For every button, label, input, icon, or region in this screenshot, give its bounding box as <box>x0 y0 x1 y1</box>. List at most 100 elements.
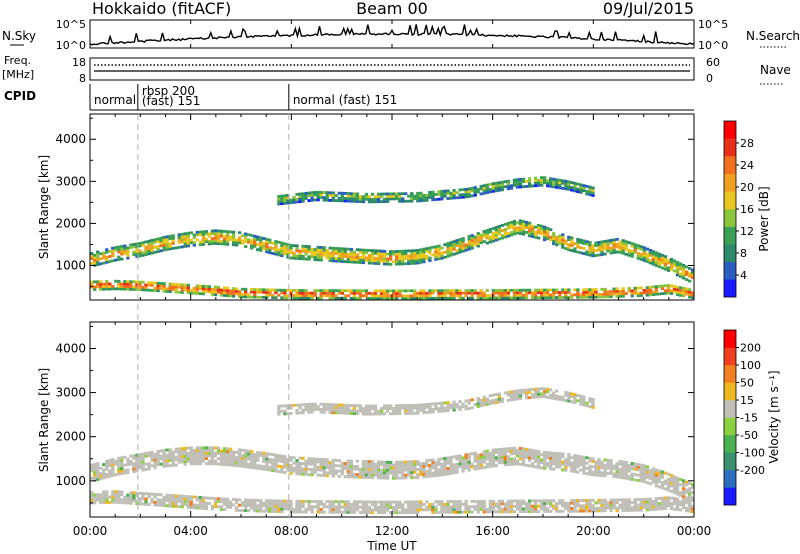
heatmap-cell <box>624 292 628 295</box>
heatmap-cell <box>464 294 468 298</box>
heatmap-cell <box>298 249 302 253</box>
heatmap-cell <box>503 230 508 234</box>
heatmap-cell <box>156 449 160 453</box>
heatmap-cell <box>280 467 284 471</box>
heatmap-cell <box>645 481 649 485</box>
heatmap-cell <box>388 197 393 201</box>
heatmap-cell <box>388 294 393 298</box>
heatmap-cell <box>295 469 299 473</box>
heatmap-cell <box>585 295 589 299</box>
heatmap-cell <box>367 197 372 201</box>
heatmap-cell <box>231 294 236 298</box>
heatmap-cell <box>295 499 299 503</box>
heatmap-cell <box>473 459 477 463</box>
heatmap-cell <box>518 177 523 181</box>
heatmap-cell <box>479 455 483 459</box>
heatmap-cell <box>120 466 124 470</box>
heatmap-cell <box>530 230 535 233</box>
heatmap-cell <box>455 457 459 461</box>
heatmap-cell <box>621 503 625 507</box>
noise-left-tick-top: 10^5 <box>56 18 86 31</box>
heatmap-cell <box>434 198 438 201</box>
heatmap-cell <box>301 499 305 503</box>
heatmap-cell <box>213 288 218 291</box>
heatmap-cell <box>488 296 492 300</box>
heatmap-cell <box>120 501 124 505</box>
heatmap-cell <box>687 495 692 499</box>
heatmap-cell <box>485 402 489 406</box>
heatmap-cell <box>621 465 625 469</box>
heatmap-cell <box>204 457 209 460</box>
heatmap-cell <box>135 255 139 258</box>
heatmap-cell <box>144 462 148 466</box>
heatmap-cell <box>485 296 489 300</box>
heatmap-cell <box>219 454 224 458</box>
heatmap-cell <box>108 458 112 462</box>
heatmap-cell <box>443 250 447 254</box>
cpid-segment-label: rbsp 200 <box>142 84 195 98</box>
heatmap-cell <box>105 280 109 283</box>
heatmap-cell <box>313 289 317 292</box>
heatmap-cell <box>165 453 169 457</box>
heatmap-cell <box>524 225 529 229</box>
heatmap-cell <box>452 468 456 472</box>
heatmap-cell <box>627 241 631 245</box>
heatmap-cell <box>461 464 465 468</box>
heatmap-cell <box>105 260 109 264</box>
heatmap-cell <box>648 500 653 504</box>
heatmap-cell <box>168 247 172 251</box>
heatmap-cell <box>153 250 157 254</box>
heatmap-cell <box>443 464 447 468</box>
heatmap-cell <box>539 502 544 505</box>
heatmap-cell <box>358 467 363 471</box>
heatmap-cell <box>467 240 471 243</box>
heatmap-cell <box>401 471 405 475</box>
heatmap-cell <box>388 412 393 416</box>
heatmap-cell <box>228 289 233 293</box>
heatmap-cell <box>334 411 338 415</box>
heatmap-cell <box>431 402 435 406</box>
heatmap-cell <box>449 508 453 512</box>
heatmap-cell <box>419 467 423 471</box>
heatmap-cell <box>606 247 610 250</box>
y-tick-label: 3000 <box>55 174 86 188</box>
heatmap-cell <box>639 468 643 472</box>
heatmap-cell <box>225 505 230 509</box>
heatmap-cell <box>594 468 598 472</box>
heatmap-cell <box>395 260 399 264</box>
heatmap-cell <box>316 250 320 254</box>
heatmap-cell <box>651 285 656 289</box>
heatmap-cell <box>334 500 338 504</box>
heatmap-cell <box>355 472 360 476</box>
heatmap-cell <box>509 510 514 514</box>
heatmap-cell <box>639 463 643 467</box>
heatmap-cell <box>373 500 378 504</box>
heatmap-cell <box>533 393 538 396</box>
heatmap-cell <box>150 497 154 501</box>
heatmap-cell <box>340 255 344 258</box>
heatmap-cell <box>367 412 372 416</box>
heatmap-cell <box>672 259 677 263</box>
heatmap-cell <box>352 502 357 506</box>
heatmap-cell <box>452 191 456 195</box>
heatmap-cell <box>334 259 338 263</box>
heatmap-cell <box>301 247 305 251</box>
heatmap-cell <box>244 459 248 463</box>
heatmap-cell <box>488 238 492 241</box>
heatmap-cell <box>156 245 160 248</box>
heatmap-cell <box>361 407 366 411</box>
heatmap-cell <box>286 466 290 470</box>
heatmap-cell <box>570 395 574 399</box>
heatmap-cell <box>530 462 535 466</box>
heatmap-cell <box>600 474 604 478</box>
heatmap-cell <box>612 498 616 502</box>
heatmap-cell <box>162 459 166 463</box>
heatmap-cell <box>651 290 656 294</box>
heatmap-cell <box>404 476 408 480</box>
heatmap-cell <box>379 254 384 258</box>
heatmap-cell <box>262 501 266 505</box>
heatmap-cell <box>90 280 94 284</box>
heatmap-cell <box>624 468 628 472</box>
heatmap-cell <box>552 451 556 455</box>
heatmap-cell <box>216 288 221 292</box>
